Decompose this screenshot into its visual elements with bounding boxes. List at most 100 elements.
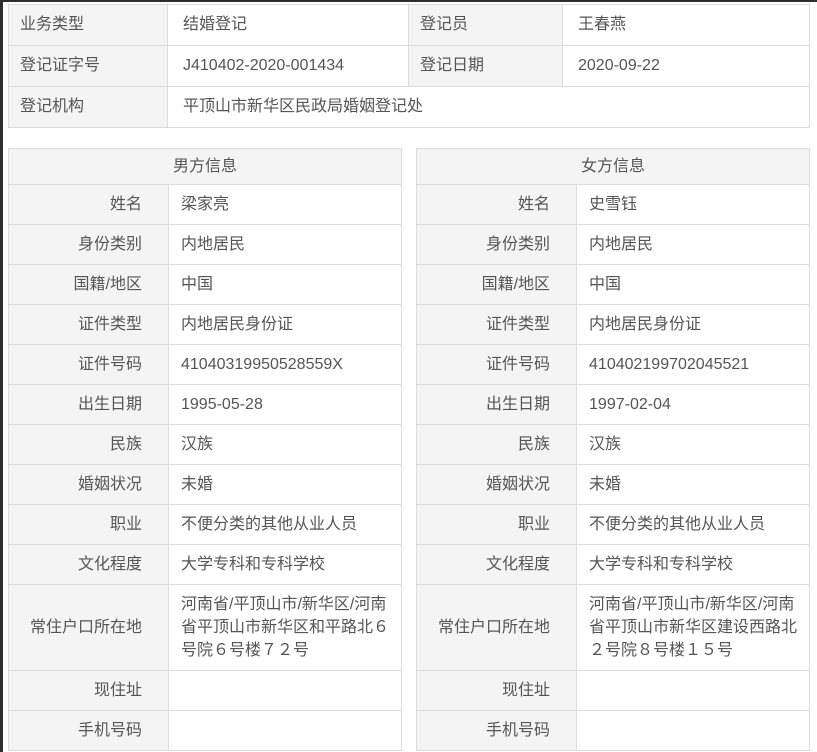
field-label: 民族 bbox=[8, 424, 169, 465]
field-value: 大学专科和专科学校 bbox=[167, 544, 403, 585]
field-value: 未婚 bbox=[167, 464, 403, 505]
field-value: 内地居民身份证 bbox=[167, 304, 403, 345]
field-row: 国籍/地区 中国 bbox=[8, 264, 403, 305]
field-value: 王春燕 bbox=[562, 4, 810, 46]
field-value: 河南省/平顶山市/新华区/河南省平顶山市新华区和平路北６号院６号楼７２号 bbox=[167, 584, 403, 671]
field-label: 登记证字号 bbox=[8, 45, 168, 87]
panel-title: 女方信息 bbox=[416, 148, 811, 185]
field-value bbox=[576, 670, 811, 711]
field-row: 民族 汉族 bbox=[8, 424, 403, 465]
field-label: 姓名 bbox=[8, 184, 169, 225]
field-label: 手机号码 bbox=[8, 710, 169, 751]
field-row: 职业 不便分类的其他从业人员 bbox=[416, 504, 811, 545]
field-row: 身份类别 内地居民 bbox=[8, 224, 403, 265]
panel-header-row: 女方信息 bbox=[416, 148, 811, 185]
field-value: 1997-02-04 bbox=[576, 384, 811, 425]
party-panels: 男方信息 姓名 梁家亮 身份类别 内地居民 国籍/地区 bbox=[7, 148, 817, 751]
field-value: 未婚 bbox=[576, 464, 811, 505]
field-value: 大学专科和专科学校 bbox=[576, 544, 811, 585]
field-row: 国籍/地区 中国 bbox=[416, 264, 811, 305]
field-value: 内地居民 bbox=[576, 224, 811, 265]
field-label: 证件类型 bbox=[8, 304, 169, 345]
field-label: 手机号码 bbox=[416, 710, 578, 751]
field-value: 中国 bbox=[576, 264, 811, 305]
panel-header-row: 男方信息 bbox=[7, 148, 403, 185]
field-label: 登记日期 bbox=[408, 45, 563, 87]
field-value: J410402-2020-001434 bbox=[167, 45, 409, 87]
field-label: 证件类型 bbox=[416, 304, 578, 345]
field-row: 职业 不便分类的其他从业人员 bbox=[8, 504, 403, 545]
field-row: 证件类型 内地居民身份证 bbox=[8, 304, 403, 345]
field-value: 41040319950528559X bbox=[167, 344, 403, 385]
field-value bbox=[576, 710, 811, 751]
male-fields-body: 姓名 梁家亮 身份类别 内地居民 国籍/地区 中国 证件类型 bbox=[8, 184, 403, 751]
field-row: 常住户口所在地 河南省/平顶山市/新华区/河南省平顶山市新华区建设西路北２号院８… bbox=[416, 584, 811, 671]
field-label: 民族 bbox=[416, 424, 578, 465]
field-value: 中国 bbox=[167, 264, 403, 305]
field-row: 婚姻状况 未婚 bbox=[416, 464, 811, 505]
field-value: 河南省/平顶山市/新华区/河南省平顶山市新华区建设西路北２号院８号楼１５号 bbox=[576, 584, 811, 671]
field-label: 婚姻状况 bbox=[416, 464, 578, 505]
field-row: 姓名 史雪钰 bbox=[416, 184, 811, 225]
panel-title: 男方信息 bbox=[7, 148, 403, 185]
field-row: 现住址 bbox=[8, 670, 403, 711]
registration-summary-table: 业务类型 结婚登记 登记员 王春燕 登记证字号 J410402-2020-001… bbox=[8, 4, 810, 128]
field-value: 1995-05-28 bbox=[167, 384, 403, 425]
field-row: 出生日期 1995-05-28 bbox=[8, 384, 403, 425]
field-row: 常住户口所在地 河南省/平顶山市/新华区/河南省平顶山市新华区和平路北６号院６号… bbox=[8, 584, 403, 671]
female-info-panel: 女方信息 姓名 史雪钰 身份类别 内地居民 国籍/地区 bbox=[416, 148, 811, 751]
field-label: 现住址 bbox=[416, 670, 578, 711]
field-label: 出生日期 bbox=[416, 384, 578, 425]
field-label: 常住户口所在地 bbox=[8, 584, 169, 671]
field-row: 证件号码 41040319950528559X bbox=[8, 344, 403, 385]
field-label: 职业 bbox=[416, 504, 578, 545]
female-fields-body: 姓名 史雪钰 身份类别 内地居民 国籍/地区 中国 证件类型 bbox=[416, 184, 811, 751]
field-label: 现住址 bbox=[8, 670, 169, 711]
field-row: 婚姻状况 未婚 bbox=[8, 464, 403, 505]
field-value: 内地居民 bbox=[167, 224, 403, 265]
male-info-panel: 男方信息 姓名 梁家亮 身份类别 内地居民 国籍/地区 bbox=[7, 148, 403, 751]
field-label: 文化程度 bbox=[416, 544, 578, 585]
field-row: 证件号码 410402199702045521 bbox=[416, 344, 811, 385]
field-label: 业务类型 bbox=[8, 4, 168, 46]
field-label: 婚姻状况 bbox=[8, 464, 169, 505]
field-row: 民族 汉族 bbox=[416, 424, 811, 465]
field-value: 不便分类的其他从业人员 bbox=[167, 504, 403, 545]
field-row: 手机号码 bbox=[416, 710, 811, 751]
field-row: 姓名 梁家亮 bbox=[8, 184, 403, 225]
field-label: 职业 bbox=[8, 504, 169, 545]
field-label: 登记机构 bbox=[8, 86, 168, 128]
field-label: 姓名 bbox=[416, 184, 578, 225]
field-row: 现住址 bbox=[416, 670, 811, 711]
field-value: 2020-09-22 bbox=[562, 45, 810, 87]
field-row: 文化程度 大学专科和专科学校 bbox=[416, 544, 811, 585]
field-row: 证件类型 内地居民身份证 bbox=[416, 304, 811, 345]
field-value bbox=[167, 670, 403, 711]
top-edge-line bbox=[0, 0, 817, 2]
field-row: 手机号码 bbox=[8, 710, 403, 751]
field-label: 登记员 bbox=[408, 4, 563, 46]
field-value: 结婚登记 bbox=[167, 4, 409, 46]
field-label: 国籍/地区 bbox=[416, 264, 578, 305]
field-label: 常住户口所在地 bbox=[416, 584, 578, 671]
field-label: 证件号码 bbox=[8, 344, 169, 385]
field-value: 平顶山市新华区民政局婚姻登记处 bbox=[167, 86, 810, 128]
left-edge-line bbox=[0, 0, 3, 752]
field-label: 国籍/地区 bbox=[8, 264, 169, 305]
field-label: 身份类别 bbox=[416, 224, 578, 265]
field-label: 证件号码 bbox=[416, 344, 578, 385]
field-value: 梁家亮 bbox=[167, 184, 403, 225]
field-value: 410402199702045521 bbox=[576, 344, 811, 385]
field-label: 出生日期 bbox=[8, 384, 169, 425]
field-label: 文化程度 bbox=[8, 544, 169, 585]
field-row: 出生日期 1997-02-04 bbox=[416, 384, 811, 425]
field-label: 身份类别 bbox=[8, 224, 169, 265]
field-value: 汉族 bbox=[576, 424, 811, 465]
registration-row: 业务类型 结婚登记 登记员 王春燕 bbox=[8, 4, 810, 46]
field-row: 文化程度 大学专科和专科学校 bbox=[8, 544, 403, 585]
field-value bbox=[167, 710, 403, 751]
field-value: 史雪钰 bbox=[576, 184, 811, 225]
registration-row: 登记机构 平顶山市新华区民政局婚姻登记处 bbox=[8, 86, 810, 128]
field-value: 汉族 bbox=[167, 424, 403, 465]
